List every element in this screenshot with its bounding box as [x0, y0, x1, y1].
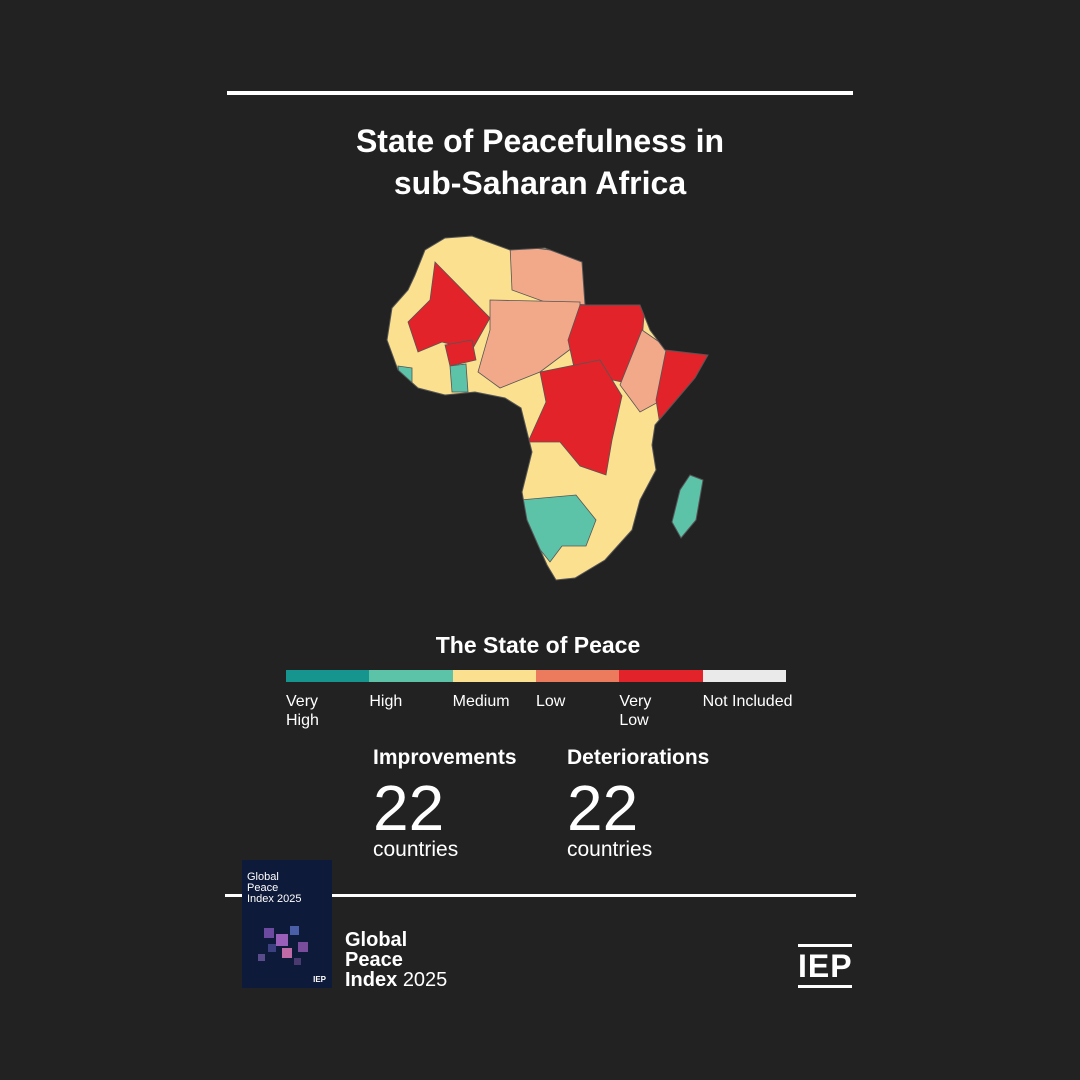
brand-line: Global	[345, 929, 408, 951]
iep-logo: IEP	[798, 944, 852, 988]
brand-line: Peace	[345, 949, 403, 971]
africa-map	[386, 235, 709, 581]
cover-logo: IEP	[313, 975, 326, 984]
stat-value: 22	[373, 772, 445, 844]
region-high	[397, 365, 413, 383]
stat-label: Improvements	[373, 746, 517, 769]
region-very-low	[444, 339, 477, 367]
legend-label: Medium	[452, 693, 510, 710]
report-cover: Global Peace Index 2025 IEP	[242, 860, 332, 988]
legend-swatch	[536, 670, 620, 682]
cover-title-line: Index 2025	[247, 893, 302, 905]
cover-title-line: Global	[247, 871, 279, 883]
bottom-rule	[225, 894, 856, 897]
stat-unit: countries	[567, 838, 653, 861]
legend-label: Low	[536, 693, 566, 710]
stat-label: Deteriorations	[567, 746, 710, 769]
stat-value: 22	[567, 772, 639, 844]
brand: Global Peace Index 2025	[345, 930, 447, 990]
legend-swatch	[369, 670, 453, 682]
legend-label: High	[369, 693, 403, 710]
legend-swatch	[619, 670, 703, 682]
stat-unit: countries	[373, 838, 459, 861]
brand-year: 2025	[402, 969, 448, 991]
brand-line: Index	[345, 969, 398, 991]
region-very-low	[527, 359, 623, 476]
stat: Improvements 22 countries	[373, 746, 553, 862]
legend-label: Not Included	[702, 693, 793, 710]
legend-swatch	[286, 670, 370, 682]
legend-title: The State of Peace	[435, 632, 641, 658]
legend-swatch	[702, 670, 786, 682]
region-high	[449, 363, 469, 393]
region-very-low	[407, 261, 491, 353]
title-line: sub-Saharan Africa	[393, 165, 687, 201]
title-line: State of Peacefulness in	[355, 123, 725, 159]
legend-swatch	[452, 670, 536, 682]
stat: Deteriorations 22 countries	[567, 746, 747, 862]
title: State of Peacefulness in sub-Saharan Afr…	[0, 120, 1080, 204]
cover-art	[258, 926, 308, 965]
legend-label: Very Low	[619, 693, 652, 729]
madagascar	[671, 474, 704, 539]
top-rule	[227, 91, 853, 95]
legend-label: Very High	[286, 693, 319, 729]
cover-title-line: Peace	[247, 882, 279, 894]
cover-title: Global Peace Index 2025	[247, 872, 301, 905]
